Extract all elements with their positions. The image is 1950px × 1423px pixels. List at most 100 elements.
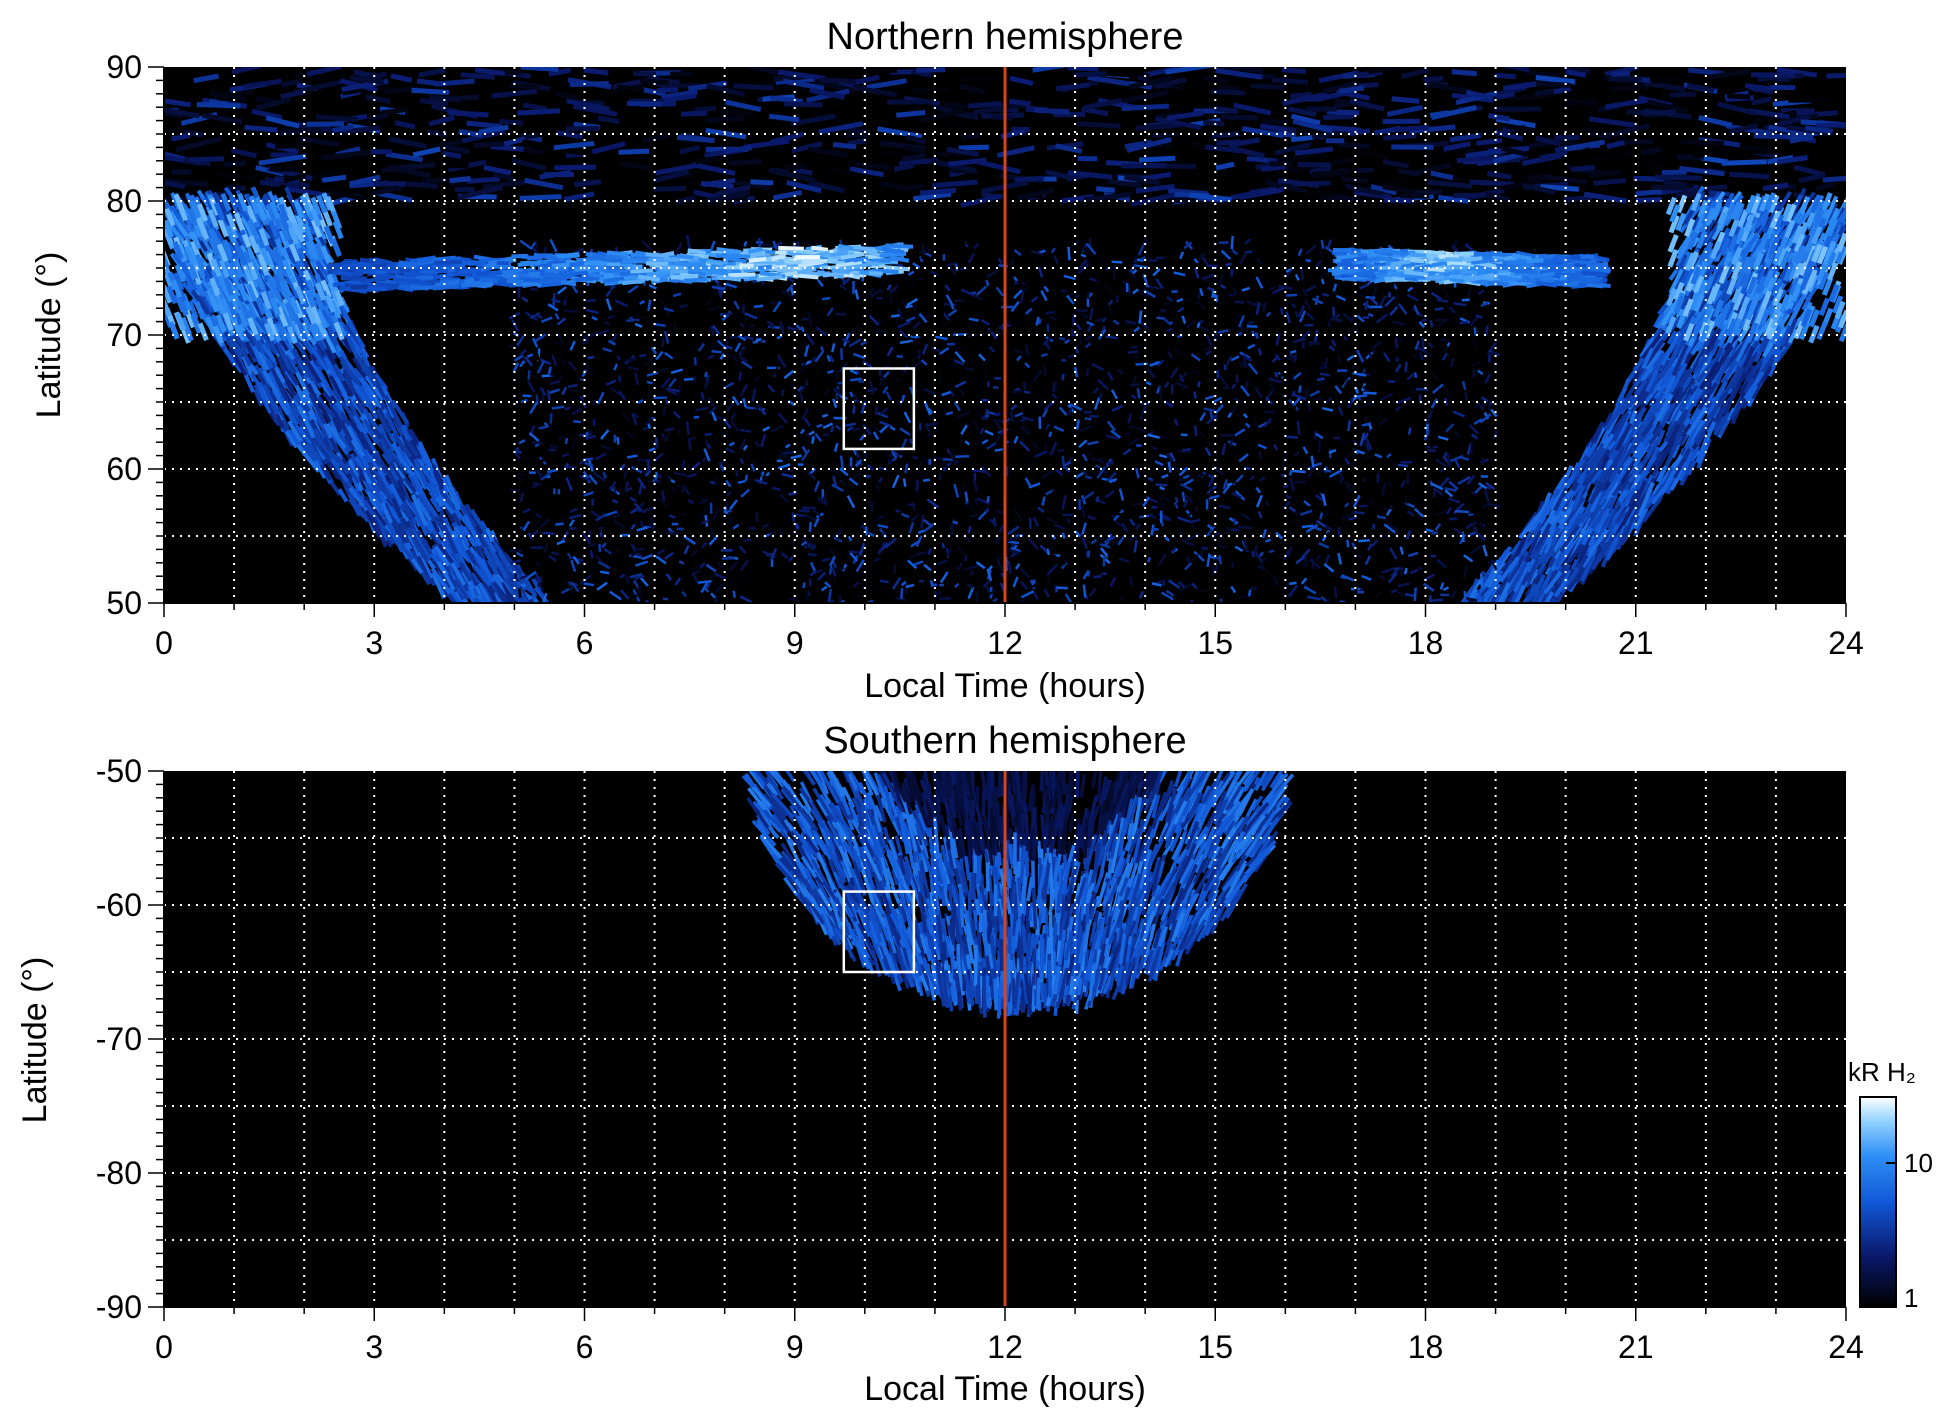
emission-streak [1834, 300, 1846, 320]
emission-streak [1639, 79, 1686, 92]
emission-streak [1816, 122, 1846, 129]
emission-streak [1448, 497, 1461, 504]
emission-streak [1163, 381, 1170, 389]
emission-streak [656, 297, 666, 306]
emission-streak [1205, 335, 1213, 346]
emission-streak [250, 332, 263, 353]
emission-streak [1413, 587, 1417, 601]
emission-streak [1215, 106, 1238, 115]
emission-streak [1784, 219, 1796, 239]
emission-streak [339, 411, 352, 427]
emission-streak [648, 516, 656, 524]
emission-streak [1009, 75, 1034, 86]
emission-streak [1382, 184, 1415, 195]
emission-streak [567, 148, 589, 156]
emission-streak [1066, 517, 1071, 524]
emission-streak [483, 580, 499, 603]
emission-streak [710, 240, 716, 251]
emission-streak [311, 436, 332, 462]
emission-streak [1725, 318, 1738, 337]
emission-streak [697, 342, 706, 352]
emission-streak [325, 422, 347, 450]
emission-streak [767, 401, 773, 410]
emission-streak [303, 374, 322, 397]
emission-streak [1099, 543, 1111, 549]
emission-streak [264, 244, 276, 264]
emission-streak [957, 483, 966, 498]
emission-streak [362, 407, 376, 426]
emission-streak [513, 451, 521, 460]
emission-streak [1604, 67, 1640, 77]
emission-streak [819, 77, 857, 85]
emission-streak [1690, 266, 1702, 285]
emission-streak [1606, 500, 1621, 530]
emission-streak [1563, 67, 1591, 74]
emission-streak [380, 106, 409, 116]
emission-streak [1189, 192, 1232, 203]
emission-streak [1588, 169, 1621, 178]
emission-streak [1089, 277, 1097, 282]
emission-streak [233, 259, 245, 279]
emission-streak [1086, 323, 1093, 333]
emission-streak [1330, 339, 1337, 347]
emission-streak [1234, 428, 1246, 437]
emission-streak [1654, 461, 1678, 491]
emission-streak [352, 414, 369, 435]
emission-streak [939, 596, 952, 601]
emission-streak [1663, 374, 1677, 400]
emission-streak [1791, 225, 1803, 244]
emission-streak [1777, 190, 1792, 212]
emission-streak [1716, 233, 1732, 252]
emission-streak [730, 412, 737, 420]
emission-streak [1524, 529, 1542, 564]
emission-streak [227, 185, 246, 191]
emission-streak [557, 435, 565, 441]
emission-streak [175, 312, 187, 332]
emission-streak [416, 529, 433, 556]
emission-streak [288, 400, 302, 419]
emission-streak [1676, 194, 1688, 214]
emission-streak [1077, 121, 1121, 129]
emission-streak [715, 184, 751, 197]
emission-streak [201, 112, 243, 125]
emission-streak [1745, 255, 1757, 275]
emission-streak [1268, 549, 1275, 554]
emission-streak [1077, 155, 1098, 162]
emission-streak [1030, 249, 1044, 256]
emission-streak [1811, 225, 1823, 245]
emission-streak [1699, 155, 1728, 165]
emission-streak [522, 507, 531, 514]
emission-streak [219, 296, 232, 316]
emission-streak [1627, 379, 1648, 408]
emission-streak [177, 297, 189, 316]
emission-streak [939, 346, 950, 356]
emission-streak [1315, 494, 1324, 502]
emission-streak [456, 524, 471, 548]
emission-streak [1264, 457, 1271, 466]
emission-streak [1117, 369, 1125, 375]
emission-streak [267, 371, 285, 398]
emission-streak [1292, 393, 1307, 401]
emission-streak [1355, 449, 1365, 455]
emission-streak [820, 585, 828, 592]
emission-streak [786, 179, 822, 194]
emission-streak [1619, 515, 1636, 546]
emission-streak [1300, 267, 1305, 281]
emission-streak [519, 492, 525, 502]
emission-streak [769, 95, 803, 104]
emission-streak [1067, 170, 1113, 180]
emission-streak [625, 567, 634, 572]
emission-streak [998, 525, 1005, 534]
emission-streak [315, 114, 359, 123]
emission-streak [740, 360, 753, 370]
emission-streak [569, 507, 579, 514]
emission-streak [1014, 175, 1044, 183]
emission-streak [1484, 325, 1489, 336]
emission-streak [777, 453, 784, 458]
emission-streak [1358, 455, 1362, 462]
emission-streak [364, 509, 382, 539]
emission-streak [1576, 544, 1587, 560]
emission-streak [1727, 93, 1751, 100]
emission-streak [922, 366, 930, 373]
emission-streak [505, 576, 527, 603]
